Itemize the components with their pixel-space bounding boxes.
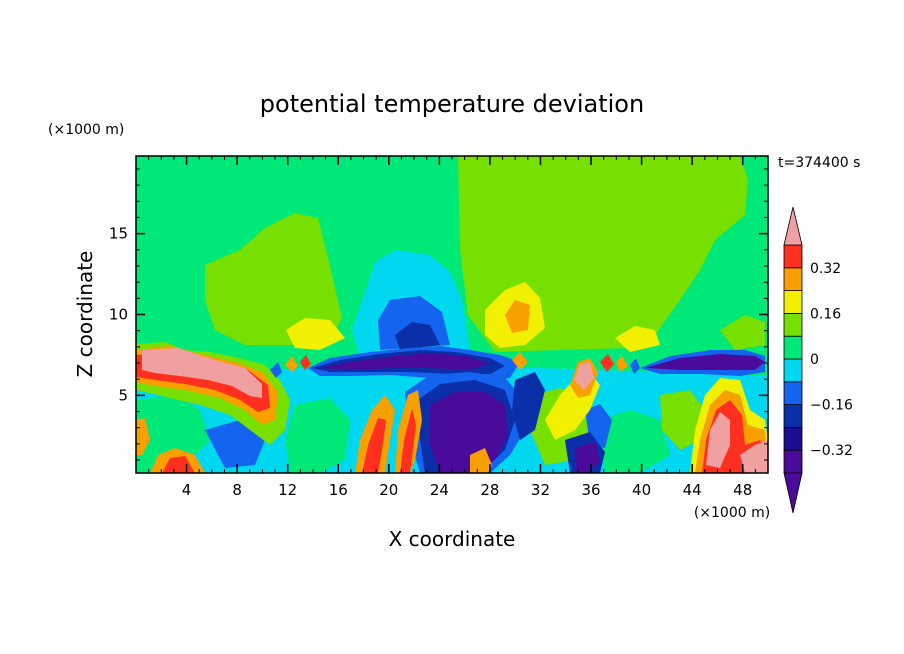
colorbar-tick-label: 0.16 [810, 306, 841, 322]
x-tick-label: 28 [480, 481, 499, 499]
x-axis-label: X coordinate [389, 527, 516, 551]
y-unit-label: (×1000 m) [48, 122, 124, 138]
x-tick-label: 4 [182, 481, 192, 499]
y-tick-label: 15 [109, 225, 128, 243]
colorbar-segment [783, 449, 803, 474]
x-tick-label: 48 [733, 481, 752, 499]
time-label: t=374400 s [778, 155, 860, 171]
colorbar-tick-label: −0.16 [810, 398, 853, 414]
x-tick-label: 12 [278, 481, 297, 499]
colorbar-segment [783, 358, 803, 383]
colorbar-extend-bottom [783, 472, 803, 514]
colorbar-segment [783, 404, 803, 428]
x-tick-label: 24 [430, 481, 449, 499]
colorbar-tick-label: 0 [810, 352, 819, 368]
x-tick-label: 16 [329, 481, 348, 499]
y-axis-label: Z coordinate [73, 251, 97, 378]
contour-field [136, 156, 768, 473]
colorbar-segment [783, 312, 803, 337]
x-tick-label: 40 [632, 481, 651, 499]
colorbar-tick-label: 0.32 [810, 261, 841, 277]
colorbar: 0.32 0.16 0 −0.16 −0.32 [783, 206, 853, 514]
y-tick-label: 5 [118, 386, 128, 404]
y-axis: 5 10 15 [109, 168, 768, 461]
x-tick-label: 8 [232, 481, 242, 499]
colorbar-tick-label: −0.32 [810, 443, 853, 459]
y-tick-label: 10 [109, 306, 128, 324]
x-tick-label: 44 [683, 481, 702, 499]
x-axis: 4 8 12 16 20 24 28 32 36 40 44 48 [148, 156, 756, 499]
x-unit-label: (×1000 m) [694, 505, 770, 521]
colorbar-segment [783, 290, 803, 314]
colorbar-segment [783, 244, 803, 269]
x-tick-label: 32 [531, 481, 550, 499]
colorbar-extend-top [783, 206, 803, 246]
colorbar-segment [783, 381, 803, 405]
colorbar-segment [783, 426, 803, 451]
colorbar-segment [783, 335, 803, 360]
chart-title: potential temperature deviation [260, 90, 644, 118]
colorbar-segment [783, 267, 803, 291]
x-tick-label: 20 [379, 481, 398, 499]
x-tick-label: 36 [581, 481, 600, 499]
